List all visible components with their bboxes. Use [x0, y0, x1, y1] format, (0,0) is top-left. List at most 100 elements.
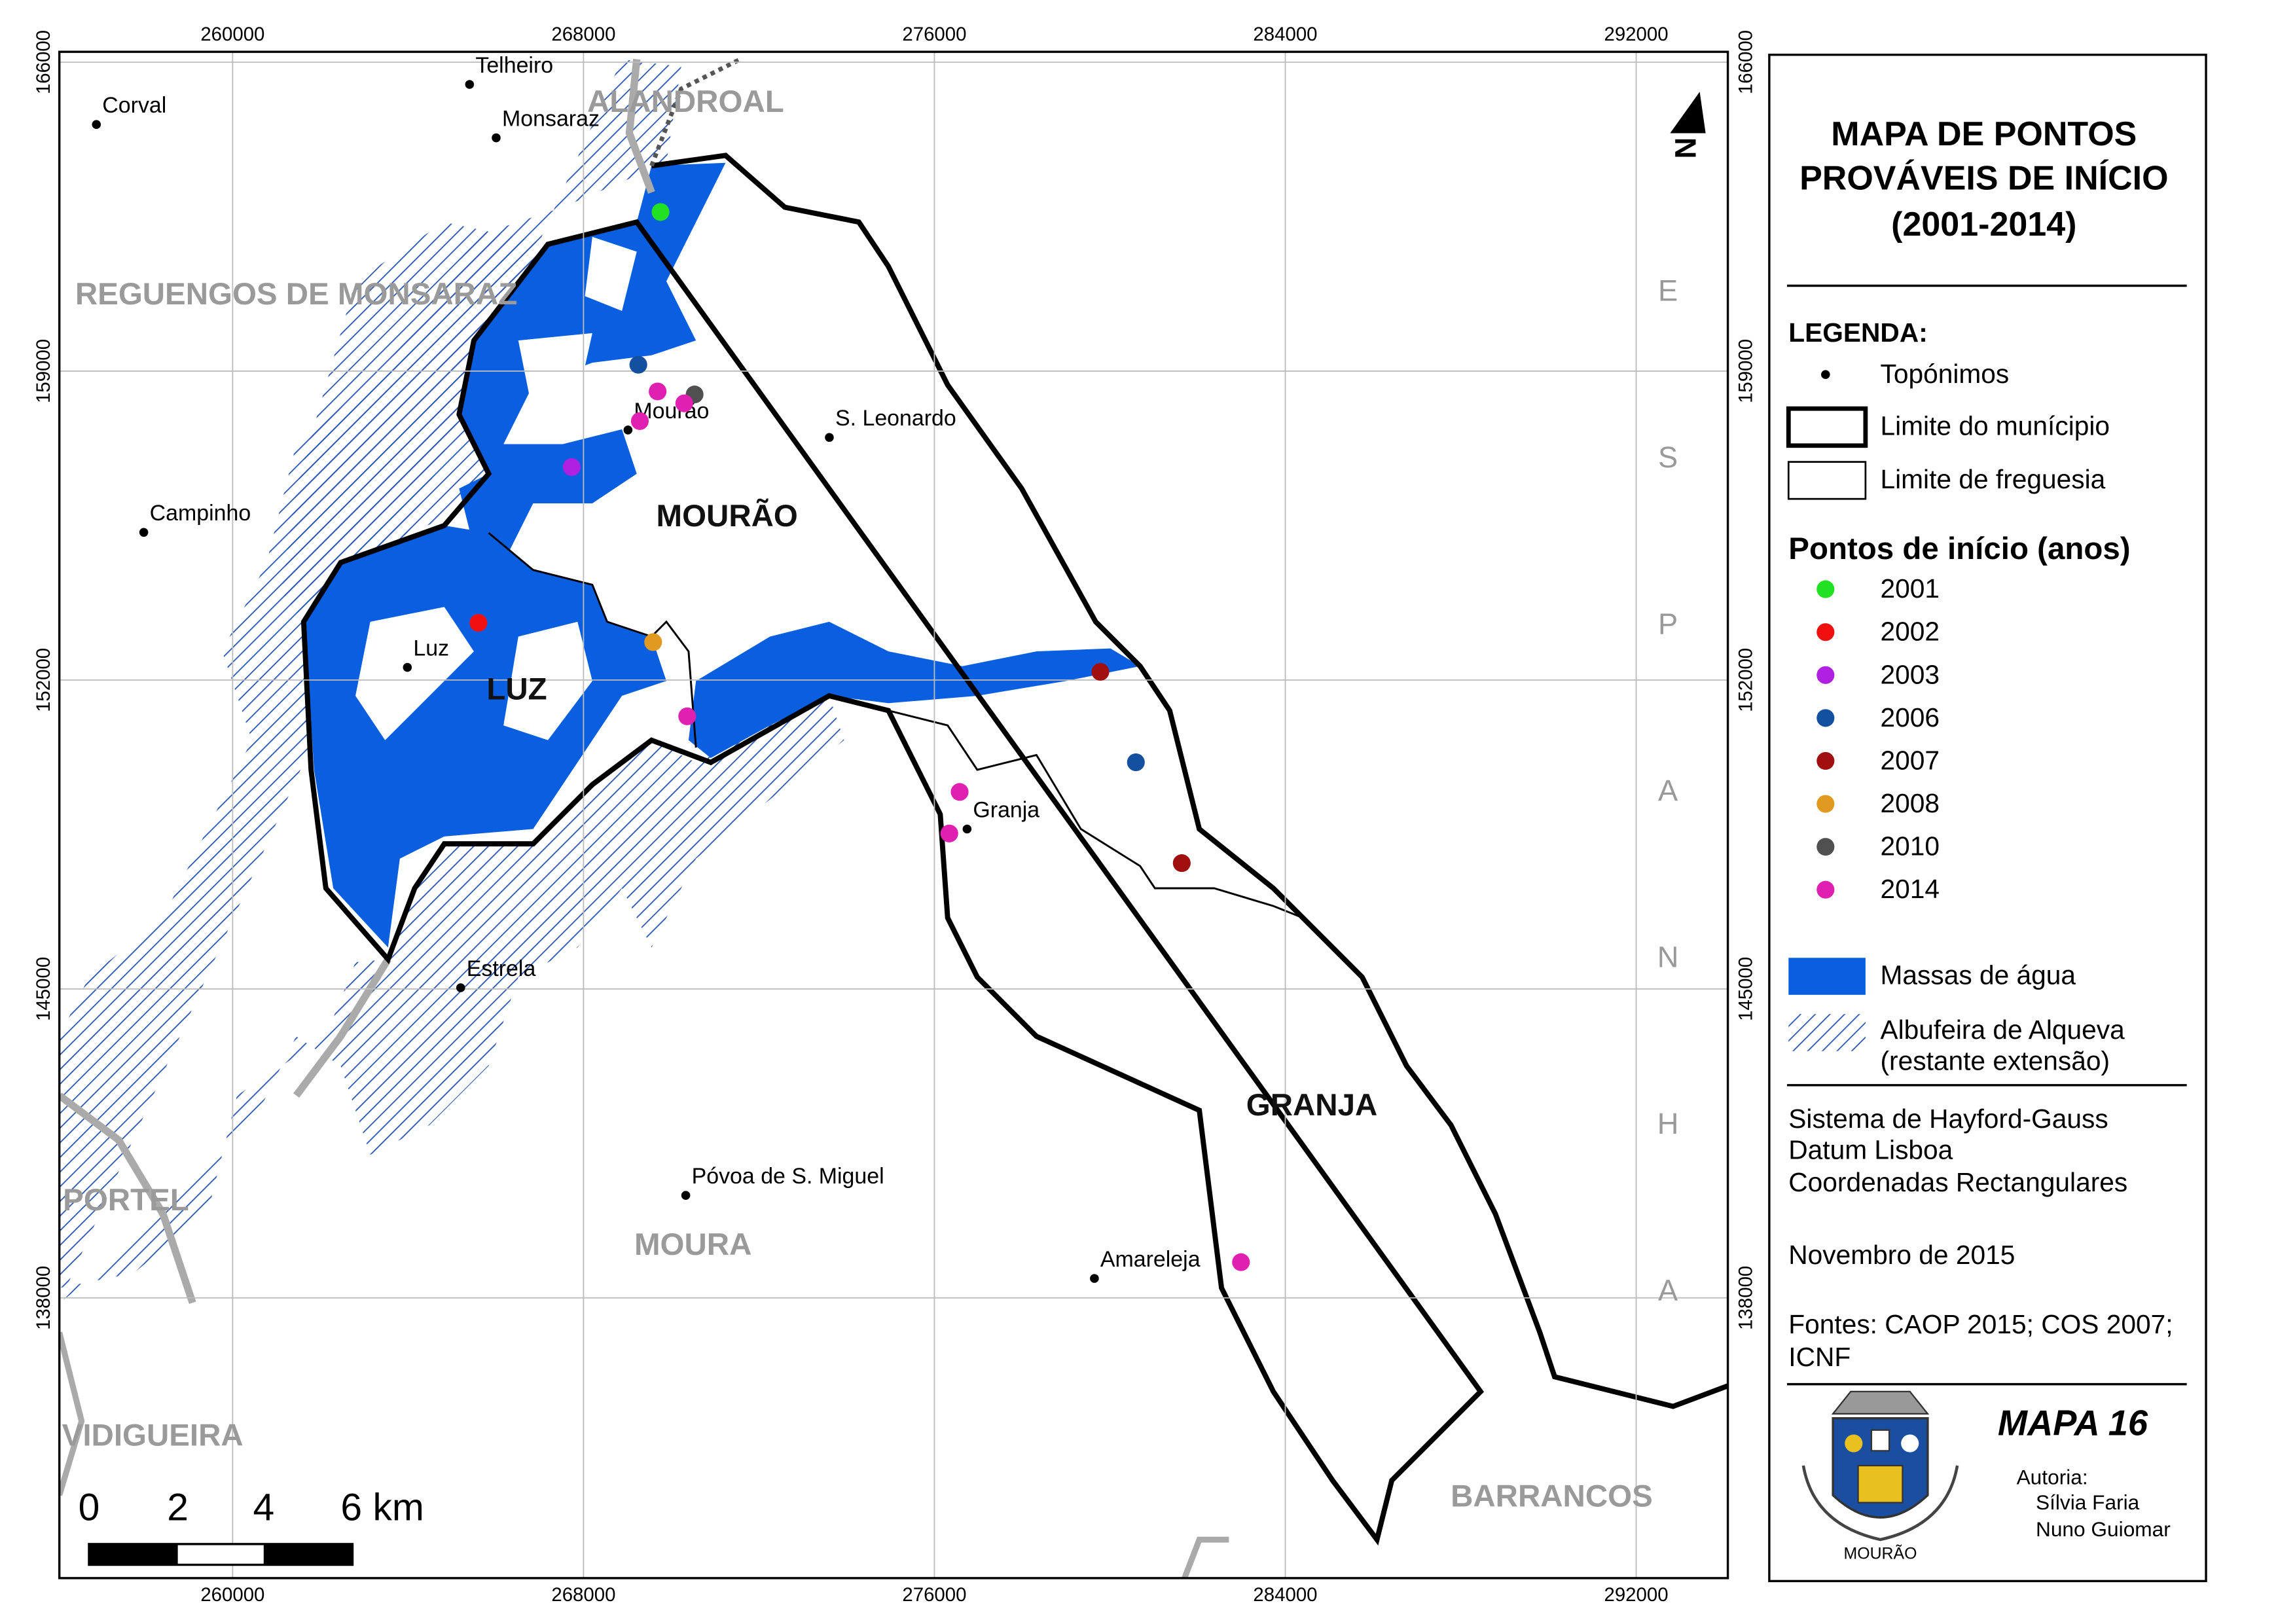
y-tick-label: 145000	[33, 957, 54, 1021]
start-point	[1127, 753, 1145, 772]
start-point	[644, 633, 662, 651]
date: Novembro de 2015	[1788, 1240, 2015, 1270]
toponym-label: Estrela	[467, 956, 536, 981]
legend-label: Albufeira de Alqueva	[1881, 1015, 2125, 1045]
y-tick-label: 159000	[33, 339, 54, 403]
neighbor-label: BARRANCOS	[1451, 1479, 1653, 1513]
y-tick-label: 159000	[1735, 339, 1757, 403]
north-label: N	[1669, 137, 1702, 159]
y-tick-label: 138000	[33, 1266, 54, 1330]
reservoir-extent	[281, 222, 549, 622]
x-tick-label: 284000	[1253, 1584, 1317, 1606]
legend-label: 2001	[1881, 573, 1940, 604]
sources: Fontes: CAOP 2015; COS 2007;	[1788, 1309, 2173, 1339]
neighbor-label: ESPANHA	[1652, 274, 1685, 1440]
toponym-label: Corval	[102, 93, 166, 118]
x-tick-label: 276000	[902, 1584, 966, 1606]
parish-label: LUZ	[486, 672, 547, 707]
projection: Datum Lisboa	[1788, 1134, 1953, 1164]
legend-panel: MAPA DE PONTOS PROVÁVEIS DE INÍCIO (2001…	[1768, 53, 2207, 1583]
start-point	[950, 783, 969, 801]
water-body	[459, 162, 726, 563]
toponym-point	[403, 662, 412, 672]
y-tick-label: 166000	[1735, 30, 1757, 94]
legend-subtitle: Pontos de início (anos)	[1788, 532, 2130, 566]
toponym-label: Granja	[973, 797, 1039, 822]
start-point	[1172, 854, 1191, 873]
border	[649, 57, 742, 167]
start-point	[678, 707, 696, 725]
neighbor-label: REGUENGOS DE MONSARAZ	[75, 277, 517, 312]
toponym-label: Monsaraz	[502, 106, 600, 131]
toponym-label: S. Leonardo	[835, 406, 956, 431]
road	[625, 58, 655, 194]
legend-symbol	[1786, 406, 1868, 448]
legend-label: Limite de freguesia	[1881, 464, 2106, 494]
scale-label: 2	[167, 1486, 189, 1528]
legend-label: 2010	[1881, 831, 1940, 861]
toponym-point	[456, 983, 465, 992]
legend-symbol	[1788, 958, 1866, 995]
toponym-label: Póvoa de S. Miguel	[692, 1164, 884, 1189]
map-body	[59, 57, 1728, 1578]
projection: Sistema de Hayford-Gauss	[1788, 1104, 2108, 1134]
grid: 260000 260000 268000 268000 276000 276000 2840…	[33, 24, 1757, 1606]
authorship-label: Autoria:	[2017, 1466, 2088, 1489]
road	[59, 1092, 196, 1305]
legend-label: Topónimos	[1881, 359, 2010, 389]
parish-boundary	[888, 710, 1304, 919]
legend-title: LEGENDA:	[1788, 317, 1927, 348]
start-point	[940, 824, 958, 842]
legend-symbol	[1816, 751, 1835, 770]
title: PROVÁVEIS DE INÍCIO	[1799, 160, 2168, 198]
author: Nuno Guiomar	[2036, 1517, 2171, 1541]
toponym-label: Luz	[413, 636, 449, 660]
y-tick-label: 138000	[1735, 1266, 1757, 1330]
water-body	[688, 621, 1140, 758]
municipality-boundary	[651, 153, 1728, 1409]
legend-symbol	[1816, 623, 1835, 641]
title: MAPA DE PONTOS	[1831, 115, 2137, 153]
toponym-point	[681, 1191, 691, 1200]
legend-label: Limite do munícipio	[1881, 410, 2110, 441]
x-tick-label: 268000	[551, 1584, 615, 1606]
toponym-point	[465, 80, 475, 89]
scale-label: 6 km	[340, 1486, 424, 1528]
start-point	[1091, 662, 1110, 681]
emblem: MOURÃO	[1801, 1390, 1959, 1562]
legend-label: 2007	[1881, 745, 1940, 775]
y-tick-label: 166000	[33, 30, 54, 94]
neighbor-label: MOURA	[634, 1227, 751, 1262]
toponym-point	[492, 133, 501, 143]
legend-symbol	[1821, 370, 1830, 379]
legend-symbol	[1816, 580, 1835, 598]
start-point	[675, 394, 693, 412]
start-point	[629, 355, 647, 374]
legend-label: (restante extensão)	[1881, 1046, 2110, 1076]
legend-symbol	[1816, 666, 1835, 684]
legend-label: 2003	[1881, 659, 1940, 689]
toponym-point	[92, 120, 101, 129]
projection: Coordenadas Rectangulares	[1788, 1167, 2127, 1197]
legend-symbol	[1787, 461, 1867, 500]
x-tick-label: 292000	[1604, 1584, 1668, 1606]
x-tick-label: 268000	[551, 24, 615, 45]
toponym-point	[1090, 1274, 1099, 1283]
parish-boundary	[488, 532, 697, 748]
x-tick-label: 284000	[1253, 24, 1317, 45]
title: (2001-2014)	[1891, 206, 2076, 244]
start-point	[562, 458, 581, 477]
toponym-point	[825, 433, 834, 442]
scale-label: 4	[253, 1486, 274, 1528]
y-tick-label: 145000	[1735, 957, 1757, 1021]
neighbor-label: PORTEL	[63, 1183, 189, 1218]
legend-symbol	[1788, 1014, 1866, 1051]
start-point	[1232, 1253, 1250, 1271]
legend-label: 2008	[1881, 788, 1940, 818]
toponym-label: Telheiro	[475, 53, 553, 78]
x-tick-label: 276000	[902, 24, 966, 45]
author: Sílvia Faria	[2036, 1490, 2140, 1514]
